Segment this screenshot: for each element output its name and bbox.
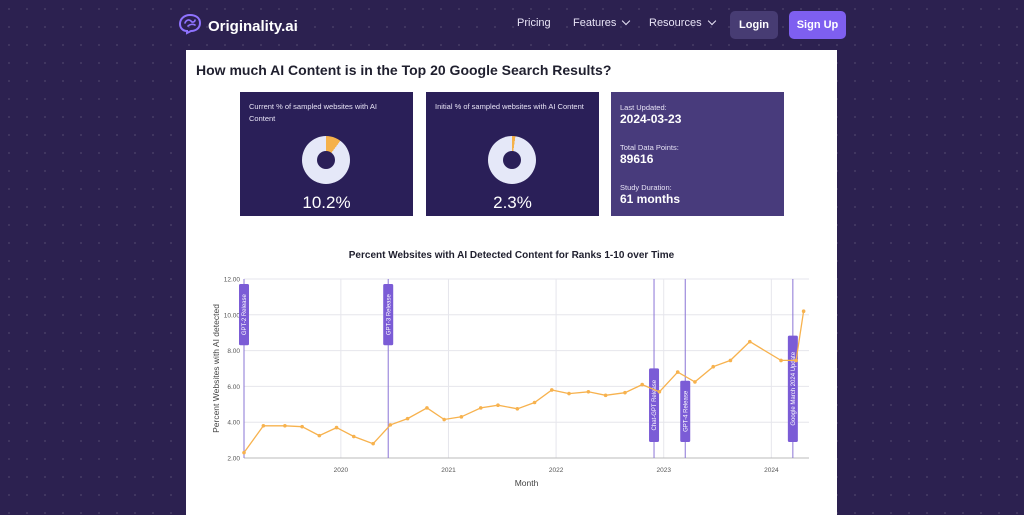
data-point	[459, 415, 464, 419]
annotation-tag	[383, 284, 394, 346]
brain-icon	[178, 13, 202, 40]
data-point	[675, 370, 680, 374]
annotation-tag	[239, 284, 249, 346]
current-ai-value: 10.2%	[302, 193, 351, 212]
annotation-label: GPT-2 Release	[242, 293, 248, 335]
annotation-tag	[649, 368, 660, 442]
brand-logo[interactable]: Originality.ai	[178, 13, 298, 40]
annotation-tag	[680, 380, 691, 442]
annotation-label: Google March 2024 Update	[791, 351, 797, 425]
data-point	[603, 393, 608, 398]
nav-features[interactable]: Features	[573, 16, 631, 29]
series-line	[243, 311, 805, 453]
x-tick-label: 2022	[549, 467, 564, 474]
data-point	[388, 423, 393, 427]
x-tick-label: 2020	[334, 467, 349, 474]
current-ai-card: Current % of sampled websites with AI Co…	[240, 92, 413, 216]
data-point	[640, 382, 644, 387]
data-point	[425, 406, 429, 410]
annotation-label: GPT-3 Release	[386, 293, 392, 335]
top-nav: Originality.ai Pricing Features Resource…	[0, 0, 1024, 50]
last-updated-value: 2024-03-23	[620, 112, 682, 126]
data-point	[657, 389, 662, 394]
study-meta-card: Last Updated: 2024-03-23 Total Data Poin…	[611, 92, 784, 216]
y-tick-label: 2.00	[227, 456, 240, 463]
study-duration-value: 61 months	[620, 192, 681, 206]
initial-ai-donut	[488, 136, 536, 184]
initial-ai-value: 2.3%	[493, 193, 532, 212]
page-title: How much AI Content is in the Top 20 Goo…	[196, 62, 612, 78]
login-button[interactable]: Login	[730, 11, 778, 39]
y-tick-label: 8.00	[227, 348, 240, 355]
chart-title: Percent Websites with AI Detected Conten…	[348, 250, 675, 261]
data-point	[779, 358, 783, 363]
chevron-down-icon	[622, 16, 631, 26]
initial-ai-card: Initial % of sampled websites with AI Co…	[426, 92, 599, 216]
x-tick-label: 2021	[441, 467, 456, 474]
data-point	[317, 433, 322, 438]
current-ai-donut	[302, 136, 350, 184]
ai-content-line-chart: 2.00 4.00 6.00 8.00 10.00 12.00 2020 2021 2022 20…	[211, 277, 809, 488]
annotation-label: GPT-4 Release	[683, 390, 689, 432]
study-duration-label: Study Duration:	[620, 183, 672, 192]
content-panel: How much AI Content is in the Top 20 Goo…	[186, 50, 837, 515]
y-tick-label: 6.00	[227, 384, 240, 391]
last-updated-label: Last Updated:	[620, 103, 667, 112]
data-point	[300, 424, 304, 429]
brand-name: Originality.ai	[208, 18, 298, 35]
annotation-label: Chat-GPT Release	[652, 379, 658, 430]
nav-resources[interactable]: Resources	[649, 16, 716, 29]
nav-pricing[interactable]: Pricing	[517, 17, 551, 29]
initial-ai-label: Initial % of sampled websites with AI Co…	[435, 102, 584, 111]
data-point	[515, 406, 520, 411]
data-point	[478, 406, 483, 410]
y-tick-label: 12.00	[224, 277, 241, 284]
data-point	[283, 423, 287, 428]
current-ai-label: Current % of sampled websites with AI Co…	[249, 102, 377, 123]
data-point	[242, 450, 246, 455]
data-point	[801, 309, 806, 314]
signup-button[interactable]: Sign Up	[789, 11, 846, 39]
data-point	[693, 380, 697, 384]
data-point	[794, 358, 798, 363]
data-point	[334, 425, 339, 430]
data-point	[442, 417, 446, 422]
data-point	[371, 441, 375, 446]
x-tick-label: 2024	[764, 467, 779, 474]
y-tick-label: 4.00	[227, 420, 240, 427]
data-point	[711, 364, 716, 369]
x-tick-label: 2023	[656, 467, 671, 474]
chevron-down-icon	[707, 16, 716, 26]
nav-resources-label: Resources	[649, 17, 702, 29]
x-axis-label: Month	[515, 478, 539, 488]
y-axis-label: Percent Websites with AI detected	[211, 304, 221, 433]
y-tick-label: 10.00	[224, 312, 241, 319]
data-point	[567, 391, 571, 396]
data-point	[496, 403, 500, 407]
data-point	[261, 423, 266, 428]
data-point	[748, 339, 752, 344]
data-point	[532, 400, 537, 405]
data-point	[351, 434, 356, 439]
data-point	[549, 388, 554, 392]
data-point	[728, 358, 733, 363]
data-point	[586, 389, 591, 394]
data-points-label: Total Data Points:	[620, 143, 679, 152]
nav-features-label: Features	[573, 17, 617, 29]
data-point	[623, 390, 627, 395]
annotation-tag	[787, 335, 798, 442]
nav-pricing-label: Pricing	[517, 17, 551, 29]
data-points-value: 89616	[620, 152, 654, 166]
data-point	[405, 416, 410, 421]
